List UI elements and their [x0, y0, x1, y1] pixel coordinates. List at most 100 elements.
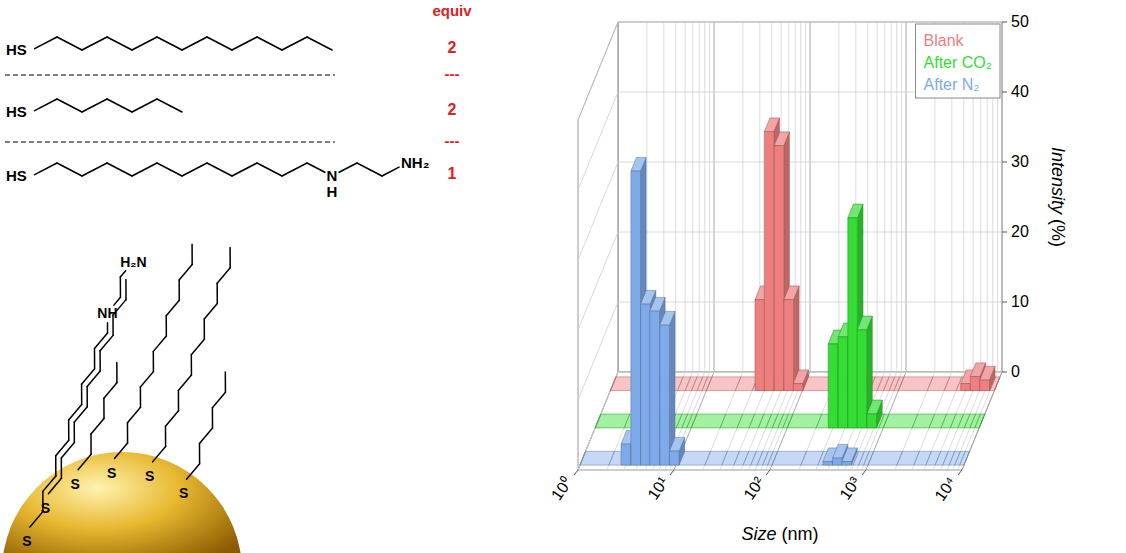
x-tick-label: 10⁴ — [931, 474, 959, 504]
bond — [104, 383, 117, 398]
bond — [257, 37, 282, 50]
bond — [157, 163, 182, 176]
back-wall — [618, 22, 1002, 372]
equiv-value: 2 — [448, 101, 457, 118]
minor-grid — [877, 22, 878, 372]
bond — [42, 491, 44, 511]
title-part: Intensity — [1048, 147, 1068, 215]
x-tick — [670, 470, 674, 475]
bond — [107, 37, 132, 50]
bar-front — [631, 171, 641, 465]
row-strip-line — [859, 451, 865, 465]
title-part: (nm) — [777, 524, 819, 544]
bond — [182, 37, 207, 50]
row-strip-line — [955, 451, 961, 465]
figure: equivHS2HS2HS1NHNH₂------SSSSSSNHH₂N10⁰1… — [0, 0, 1126, 553]
y-tick — [1002, 232, 1007, 233]
bond — [207, 37, 232, 50]
bond — [282, 163, 307, 176]
y-tick-label: 0 — [1011, 363, 1020, 380]
row-strip-line — [682, 414, 688, 428]
bar-front — [961, 384, 971, 391]
bond — [127, 423, 129, 443]
surface-chain — [153, 248, 231, 462]
bond — [191, 339, 204, 354]
bond — [225, 372, 227, 392]
bond — [217, 268, 230, 283]
alkyl-chain — [35, 163, 399, 176]
bond — [207, 163, 232, 176]
bond — [199, 428, 212, 443]
bond — [182, 163, 207, 176]
bar-top — [842, 448, 857, 462]
title-part: (%) — [1048, 214, 1068, 247]
bond — [55, 456, 57, 476]
bar-front — [764, 132, 774, 391]
bar-top — [660, 311, 675, 325]
minor-grid — [896, 22, 897, 372]
bond — [178, 280, 180, 300]
x-tick-label: 10¹ — [644, 474, 671, 503]
x-axis-title: Size (nm) — [741, 524, 818, 544]
row-strip-line — [751, 451, 757, 465]
sulfur-label: S — [70, 476, 79, 492]
bond — [140, 387, 142, 407]
row-strip-line — [884, 377, 890, 391]
title-part: Size — [741, 524, 776, 544]
scheme: equivHS2HS2HS1NHNH₂------SSSSSSNHH₂N — [2, 2, 472, 553]
bond — [91, 419, 104, 434]
bond — [179, 264, 192, 279]
legend-entry: After N₂ — [924, 76, 980, 93]
row-strip-line — [720, 414, 726, 428]
row-strip-line — [692, 377, 698, 391]
bond — [35, 163, 57, 175]
row-strip-line — [960, 451, 966, 465]
bond — [94, 348, 96, 368]
row-strip-line — [883, 414, 889, 428]
bond — [132, 37, 157, 50]
bar-front — [774, 146, 784, 391]
row-strip-line — [702, 377, 708, 391]
bond — [157, 37, 182, 50]
bar-top — [867, 400, 882, 414]
separator-label: --- — [445, 132, 460, 149]
row-strip-line — [898, 377, 904, 391]
bond — [199, 443, 201, 463]
minor-grid — [709, 22, 710, 372]
row-strip-line — [705, 451, 711, 465]
bond — [115, 443, 128, 458]
bond — [78, 454, 91, 469]
minor-grid — [901, 22, 902, 372]
bond — [212, 408, 214, 428]
bar-front — [650, 311, 660, 465]
sulfur-label: S — [179, 485, 188, 501]
bond — [212, 392, 225, 407]
bond — [90, 434, 92, 454]
row-strip-line — [964, 451, 970, 465]
series — [755, 118, 995, 391]
row-strip-line — [768, 451, 774, 465]
row-strip-line — [897, 451, 903, 465]
bar-front — [823, 462, 833, 466]
bond — [157, 99, 182, 112]
bar-front — [833, 458, 843, 465]
bond — [69, 404, 82, 419]
row-strip-line — [735, 377, 741, 391]
bond — [116, 363, 118, 383]
bar-front — [641, 304, 651, 465]
y-tick-label: 50 — [1011, 13, 1029, 30]
minor-grid — [838, 22, 839, 372]
row-strip-line — [687, 414, 693, 428]
amine-n: N — [327, 167, 338, 184]
amine-terminal: NH₂ — [401, 154, 429, 171]
row-strip-line — [801, 451, 807, 465]
bond — [73, 422, 75, 442]
row-strip-line — [722, 451, 728, 465]
bond — [82, 99, 107, 112]
bond — [216, 283, 218, 303]
legend-entry: After CO₂ — [924, 54, 992, 71]
row-strip-line — [944, 377, 950, 391]
bond — [61, 458, 63, 478]
bar-front — [828, 344, 838, 428]
surface-chain — [115, 244, 193, 458]
